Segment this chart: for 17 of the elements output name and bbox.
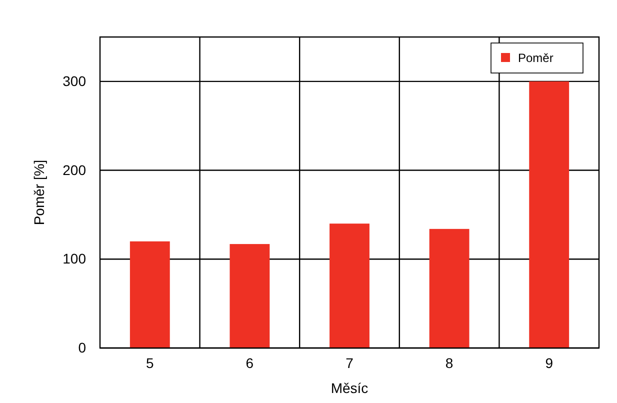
x-tick-label: 7 <box>346 354 354 371</box>
bar <box>429 228 470 348</box>
y-tick-label: 200 <box>62 162 86 178</box>
bar <box>529 81 570 348</box>
y-tick-label: 100 <box>62 250 86 267</box>
y-tick-label: 0 <box>78 339 86 356</box>
bar <box>130 241 170 348</box>
x-tick-label: 5 <box>146 354 154 371</box>
y-axis-title: Poměr [%] <box>31 160 47 226</box>
legend-label: Poměr <box>518 51 554 65</box>
x-tick-label: 8 <box>445 354 454 371</box>
bar <box>230 244 270 348</box>
bar <box>330 224 370 348</box>
y-tick-label: 300 <box>62 72 86 89</box>
x-tick-label: 9 <box>545 354 554 371</box>
x-axis-title: Měsíc <box>330 380 368 396</box>
x-tick-label: 6 <box>246 354 254 371</box>
